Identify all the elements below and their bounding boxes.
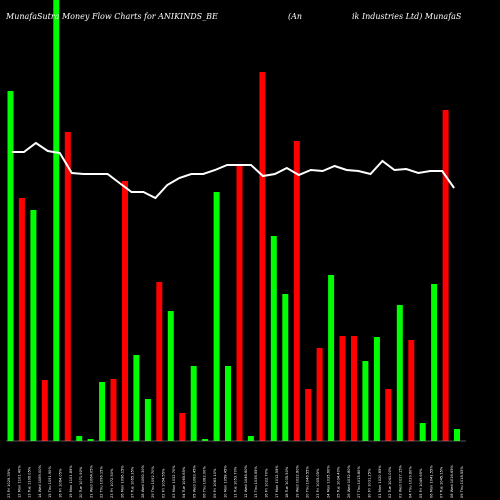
x-tick-label-12: 27 Tue 1065.35% (131, 466, 135, 498)
x-tick-label-15: 02 Fri 1054.55% (162, 468, 166, 498)
bar-27 (316, 348, 323, 441)
bar-2 (30, 210, 37, 441)
x-tick-label-17: 04 Tue 1065.65% (182, 466, 186, 498)
bar-37 (431, 284, 438, 441)
bar-21 (247, 436, 254, 441)
bar-30 (351, 336, 357, 441)
bar-24 (282, 294, 289, 441)
bar-36 (419, 423, 426, 441)
bar-9 (110, 379, 117, 441)
bar-17 (202, 439, 209, 441)
bar-33 (385, 389, 392, 441)
x-tick-label-36: 01 Mon 1020.65% (378, 465, 382, 498)
price-line (12, 141, 455, 200)
x-tick-label-32: 25 Tue 1034.40% (337, 466, 341, 498)
bar-1 (18, 198, 25, 441)
bar-16 (190, 366, 197, 441)
x-tick-label-23: 12 Wed 1046.60% (244, 464, 248, 498)
x-tick-label-21: 10 Mon 1058.45% (223, 465, 227, 498)
x-tick-label-31: 24 Mon 1035.60% (326, 465, 330, 498)
x-tick-label-37: 02 Tue 1041.00% (388, 466, 392, 498)
x-tick-label-25: 16 Fri 1022.70% (265, 468, 269, 498)
bar-12 (144, 399, 151, 441)
x-tick-labels: 23 Fri 1029.35% 12 Mon 1101.40% 13 Tue 110… (7, 464, 464, 498)
x-tick-label-7: 20 Tue 1071.90% (79, 466, 83, 498)
bar-13 (156, 282, 163, 441)
bar-8 (99, 382, 106, 441)
bar-15 (179, 413, 186, 441)
bar-19 (225, 366, 231, 441)
bar-28 (328, 275, 335, 441)
x-tick-label-24: 13 Thu 1036.55% (254, 466, 258, 498)
x-tick-label-14: 29 Thu 1092.70% (151, 466, 155, 498)
x-tick-label-2: 13 Tue 1106.05% (28, 466, 32, 498)
x-tick-label-38: 03 Wed 1027.15% (398, 464, 402, 498)
bar-35 (408, 340, 415, 441)
bar-23 (270, 236, 277, 441)
chart-title-part-1: MunafaSutra Money Flow Charts for ANIKIN… (6, 12, 218, 21)
x-tick-label-39: 04 Thu 1039.60% (409, 466, 413, 498)
x-tick-label-18: 05 Wed 1083.45% (192, 464, 196, 498)
bar-34 (396, 305, 403, 441)
x-tick-label-16: 03 Mon 1032.70% (172, 465, 176, 498)
bar-10 (122, 181, 128, 441)
x-tick-label-4: 15 Thu 1091.90% (48, 466, 52, 498)
chart-title-part-3: ik Industries Ltd) MunafaS (352, 12, 462, 21)
x-tick-label-42: 07 Tue 1045.15% (440, 466, 444, 498)
bar-7 (87, 439, 94, 441)
x-tick-label-8: 21 Wed 1064.05% (89, 464, 93, 498)
x-tick-label-41: 06 Mon 1041.55% (429, 465, 433, 498)
bar-31 (362, 361, 369, 441)
bar-6 (76, 436, 83, 441)
bar-22 (259, 72, 266, 441)
bar-29 (339, 336, 346, 441)
x-tick-label-29: 20 Thu 1046.55% (306, 466, 310, 498)
bar-20 (236, 165, 243, 441)
x-tick-label-19: 06 Thu 1082.00% (203, 466, 207, 498)
bar-4 (53, 0, 60, 441)
bar-39 (454, 429, 460, 441)
chart-title-part-2: (An (288, 12, 303, 21)
bar-18 (213, 192, 220, 441)
x-tick-label-10: 23 Fri 1072.50% (110, 468, 114, 498)
x-tick-label-5: 16 Fri 1064.05% (59, 468, 63, 498)
x-tick-label-22: 11 Tue 1053.70% (234, 466, 238, 498)
bar-11 (133, 355, 140, 441)
x-tick-label-9: 22 Thu 1096.15% (100, 466, 104, 498)
x-tick-label-11: 26 Mon 1096.15% (120, 465, 124, 498)
x-tick-label-1: 12 Mon 1101.40% (17, 465, 21, 498)
x-tick-label-34: 27 Thu 1015.80% (357, 466, 361, 498)
x-tick-label-27: 18 Tue 1035.50% (285, 466, 289, 498)
bar-group (7, 0, 460, 441)
bar-0 (7, 91, 14, 441)
bar-26 (305, 389, 312, 441)
price-line-group (12, 141, 455, 200)
x-tick-label-20: 09 Fri 1063.10% (213, 468, 217, 498)
bar-14 (167, 311, 174, 441)
x-tick-label-3: 14 Wed 1089.00% (38, 464, 42, 498)
x-tick-label-26: 17 Mon 1012.55% (275, 465, 279, 498)
x-tick-label-44: 09 Thu 1018.55% (460, 466, 464, 498)
x-tick-label-6: 19 Mon 1101.85% (69, 465, 73, 498)
x-tick-label-28: 19 Wed 1022.80% (295, 464, 299, 498)
x-tick-label-33: 26 Wed 1032.80% (347, 464, 351, 498)
x-tick-label-13: 28 Wed 1060.30% (141, 464, 145, 498)
bar-25 (293, 141, 300, 441)
x-tick-label-35: 30 Fri 1031.25% (368, 468, 372, 498)
bar-3 (41, 380, 48, 441)
bar-5 (64, 132, 71, 441)
x-tick-label-0: 23 Fri 1029.35% (7, 468, 11, 498)
x-tick-label-30: 23 Fri 1005.05% (316, 468, 320, 498)
bar-32 (373, 337, 380, 441)
x-tick-label-40: 05 Fri 1049.65% (419, 468, 423, 498)
bar-38 (442, 110, 449, 441)
x-tick-label-43: 08 Wed 1016.65% (450, 464, 454, 498)
